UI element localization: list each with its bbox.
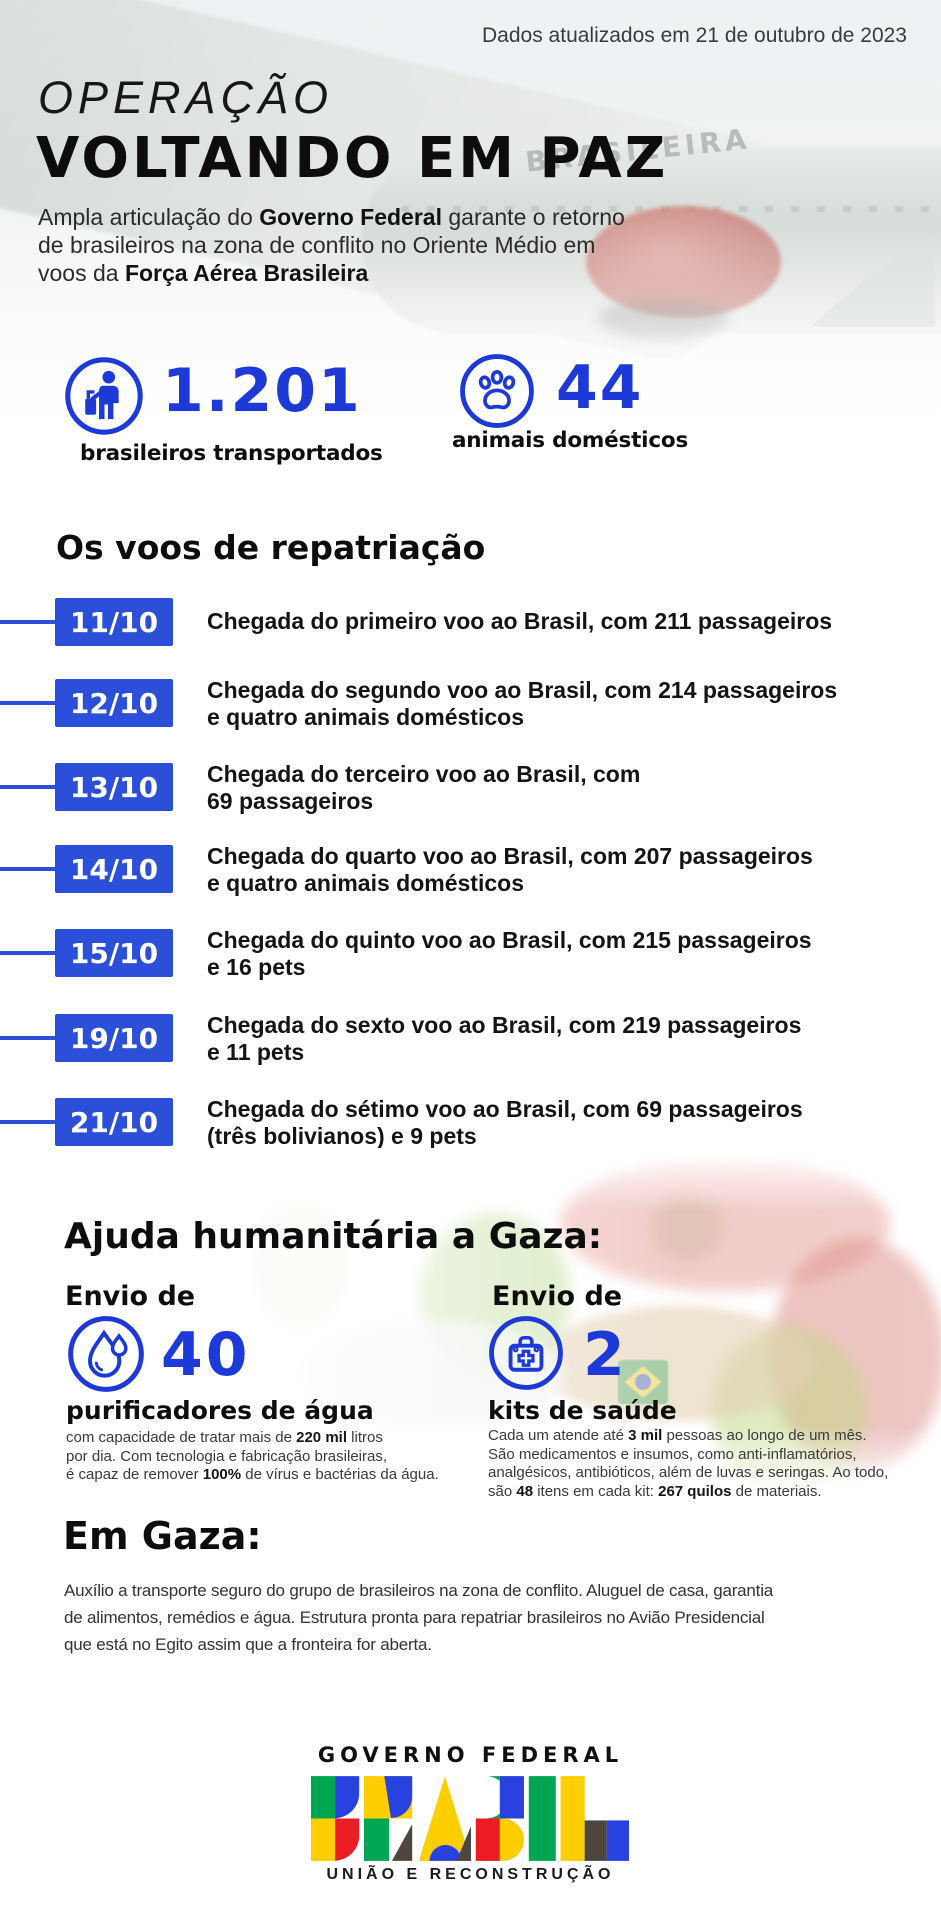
aid-left-value: 40 <box>161 1320 251 1390</box>
stat-passengers-value: 1.201 <box>162 356 362 426</box>
flight-text: Chegada do sétimo voo ao Brasil, com 69 … <box>207 1096 803 1149</box>
page-title: VOLTANDO EM PAZ <box>36 126 669 191</box>
flight-text: Chegada do segundo voo ao Brasil, com 21… <box>207 677 838 730</box>
flight-row: 15/10 Chegada do quinto voo ao Brasil, c… <box>0 927 941 1009</box>
gaza-paragraph: Auxílio a transporte seguro do grupo de … <box>64 1581 774 1654</box>
flight-date-badge: 13/10 <box>55 763 173 811</box>
brasil-logo <box>311 1776 629 1861</box>
paw-icon <box>458 352 536 430</box>
flight-date-badge: 14/10 <box>55 845 173 893</box>
aid-right-value: 2 <box>583 1320 628 1390</box>
stat-passengers-label: brasileiros transportados <box>80 441 383 466</box>
timeline-connector <box>0 1120 55 1124</box>
aid-left-description: com capacidade de tratar mais de 220 mil… <box>66 1429 439 1484</box>
lead-line: Ampla articulação do Governo Federal gar… <box>38 204 625 230</box>
flight-text: Chegada do sexto voo ao Brasil, com 219 … <box>207 1012 802 1065</box>
flight-date-badge: 19/10 <box>55 1014 173 1062</box>
timeline-connector <box>0 867 55 871</box>
flight-row: 12/10 Chegada do segundo voo ao Brasil, … <box>0 677 941 759</box>
flight-date-badge: 11/10 <box>55 598 173 646</box>
aid-workers-photo <box>0 1148 941 1496</box>
stat-pets-label: animais domésticos <box>452 428 689 453</box>
aid-left-title: purificadores de água <box>66 1396 374 1425</box>
flight-row: 11/10 Chegada do primeiro voo ao Brasil,… <box>0 598 941 678</box>
timeline-connector <box>0 951 55 955</box>
flight-row: 19/10 Chegada do sexto voo ao Brasil, co… <box>0 1012 941 1094</box>
lead-line: voos da Força Aérea Brasileira <box>38 260 369 286</box>
flights-heading: Os voos de repatriação <box>56 528 486 567</box>
flight-date-badge: 15/10 <box>55 929 173 977</box>
hero-airplane-photo: BRASILEIRA <box>0 0 941 470</box>
aid-right-title: kits de saúde <box>488 1396 677 1425</box>
flight-text: Chegada do quarto voo ao Brasil, com 207… <box>207 843 813 896</box>
hero-white-fade <box>0 0 941 470</box>
traveler-icon <box>63 355 145 437</box>
flight-text: Chegada do quinto voo ao Brasil, com 215… <box>207 927 812 980</box>
aid-right-description: Cada um atende até 3 mil pessoas ao long… <box>488 1427 889 1500</box>
band-vertical-fade <box>0 1148 941 1496</box>
timeline-connector <box>0 785 55 789</box>
lead-line: de brasileiros na zona de conflito no Or… <box>38 232 596 258</box>
aid-left-kicker: Envio de <box>65 1281 196 1312</box>
flight-text: Chegada do primeiro voo ao Brasil, com 2… <box>207 608 833 634</box>
flight-row: 13/10 Chegada do terceiro voo ao Brasil,… <box>0 761 941 843</box>
uniao-reconstrucao-tagline: UNIÃO E RECONSTRUÇÃO <box>326 1866 615 1883</box>
lead-paragraph: Ampla articulação do Governo Federal gar… <box>38 203 625 287</box>
flight-row: 21/10 Chegada do sétimo voo ao Brasil, c… <box>0 1096 941 1178</box>
aid-heading: Ajuda humanitária a Gaza: <box>64 1216 603 1257</box>
flight-date-badge: 21/10 <box>55 1098 173 1146</box>
flight-date-badge: 12/10 <box>55 679 173 727</box>
first-aid-kit-icon <box>487 1314 565 1392</box>
timeline-connector <box>0 620 55 624</box>
timeline-connector <box>0 1036 55 1040</box>
flight-text: Chegada do terceiro voo ao Brasil, com 6… <box>207 761 641 814</box>
stat-pets-value: 44 <box>556 353 644 423</box>
governo-federal-wordmark: GOVERNO FEDERAL <box>317 1743 624 1767</box>
water-drop-icon <box>66 1314 146 1394</box>
data-updated-note: Dados atualizados em 21 de outubro de 20… <box>482 24 907 47</box>
timeline-connector <box>0 701 55 705</box>
flight-row: 14/10 Chegada do quarto voo ao Brasil, c… <box>0 843 941 925</box>
operation-kicker: OPERAÇÃO <box>38 72 334 123</box>
aid-right-kicker: Envio de <box>492 1281 623 1312</box>
gaza-heading: Em Gaza: <box>63 1514 262 1558</box>
